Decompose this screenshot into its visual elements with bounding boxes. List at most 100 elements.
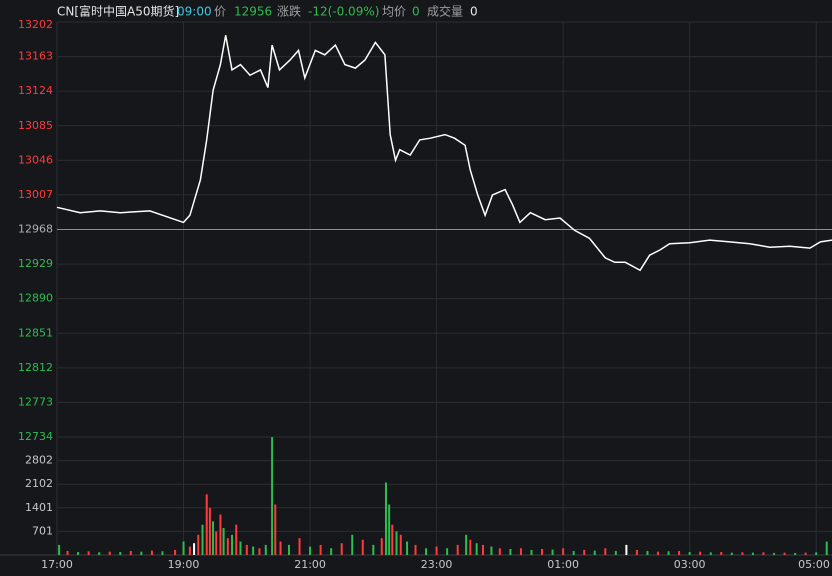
volume-bar (481, 544, 484, 555)
y-tick-label: 13007 (18, 188, 53, 201)
volume-bar (783, 552, 786, 555)
price: 12956 (234, 5, 272, 19)
volume-bar (87, 551, 90, 555)
volume-bar (208, 507, 211, 555)
volume-bar (274, 504, 277, 555)
volume-bar (625, 544, 628, 555)
volume-bar (583, 549, 586, 555)
x-tick-label: 19:00 (168, 558, 200, 571)
volume-bar (469, 539, 472, 555)
volume-bar (222, 528, 225, 555)
y-tick-label: 12890 (18, 292, 53, 305)
volume-bar (215, 531, 218, 555)
y-tick-label: 12851 (18, 326, 53, 339)
volume-bar (395, 531, 398, 555)
volume-bar (678, 550, 681, 555)
volume-bar (309, 546, 312, 555)
volume-bar (804, 552, 807, 555)
volume-bar (129, 550, 132, 555)
volume-bar (572, 550, 575, 555)
volume-bar (490, 546, 493, 555)
volume-bar (351, 534, 354, 555)
y-tick-label: 12968 (18, 223, 53, 236)
volume-bar (751, 552, 754, 555)
change-label: 涨跌 (277, 4, 301, 19)
y-tick-label: 13085 (18, 119, 53, 132)
volume-bar (709, 552, 712, 555)
volume-bar (201, 524, 204, 555)
volume-bar (330, 548, 333, 555)
volume-bar (182, 541, 185, 555)
volume-bar (119, 551, 122, 555)
x-tick-label: 05:00 (798, 558, 830, 571)
volume-bar (414, 544, 417, 555)
y-tick-label: 12773 (18, 395, 53, 408)
volume-bar (730, 552, 733, 555)
volume-bar (235, 524, 238, 555)
volume-bar (604, 548, 607, 555)
volume-bar (794, 552, 797, 555)
volume-bar (361, 539, 364, 555)
volume-bar (465, 534, 468, 555)
volume-bar (391, 524, 394, 555)
volume-bar (58, 544, 61, 555)
volume-bar (657, 551, 660, 555)
y-tick-label: 12812 (18, 361, 53, 374)
price-line (56, 35, 832, 272)
volume-bar (271, 437, 274, 555)
volume-bar (188, 546, 191, 555)
volume-bar (519, 548, 522, 555)
y-tick-label: 12734 (18, 430, 53, 443)
volume-bar (66, 550, 69, 555)
volume-bar (319, 544, 322, 555)
volume-bar (762, 552, 765, 555)
volume-bar (245, 544, 248, 555)
y-tick-label: 2802 (25, 454, 53, 467)
volume-bar (593, 550, 596, 555)
y-tick-label: 12929 (18, 257, 53, 270)
volume-bar (226, 538, 229, 555)
y-tick-label: 13124 (18, 84, 53, 97)
volume-bar (425, 548, 428, 555)
volume-bar (193, 543, 196, 555)
volume-bar (475, 543, 478, 555)
volume-bar (258, 548, 261, 555)
volume: 0 (470, 5, 478, 19)
volume-bar (174, 549, 177, 555)
volume-bar (635, 549, 638, 555)
volume-bar (720, 551, 723, 555)
volume-bar (456, 544, 459, 555)
volume-bar (667, 551, 670, 555)
volume-bar (562, 548, 565, 555)
volume-label: 成交量 (427, 4, 463, 19)
volume-bar (741, 552, 744, 555)
volume-bar (773, 552, 776, 555)
symbol: CN[富时中国A50期货] (57, 4, 179, 19)
volume-bar (372, 544, 375, 555)
volume-bar (205, 494, 208, 555)
volume-bar (541, 548, 544, 555)
volume-bar (298, 538, 301, 555)
volume-bar (498, 548, 501, 555)
avg-label: 均价 (382, 5, 406, 19)
x-tick-label: 21:00 (294, 558, 326, 571)
time: 09:00 (177, 5, 212, 19)
y-tick-label: 701 (32, 524, 53, 537)
volume-bar (699, 551, 702, 555)
volume-bar (219, 514, 222, 555)
volume-bar (140, 551, 143, 555)
volume-bar (614, 550, 617, 555)
y-tick-label: 1401 (25, 501, 53, 514)
x-tick-label: 01:00 (547, 558, 579, 571)
volume-bar (509, 548, 512, 555)
price-label: 价 (214, 5, 226, 19)
volume-bar (77, 551, 80, 555)
volume-bar (388, 504, 391, 555)
y-tick-label: 2102 (25, 477, 53, 490)
volume-bar (688, 551, 691, 555)
x-tick-label: 17:00 (41, 558, 73, 571)
avg: 0 (412, 5, 420, 19)
volume-bar (435, 546, 438, 555)
volume-bar (287, 544, 290, 555)
